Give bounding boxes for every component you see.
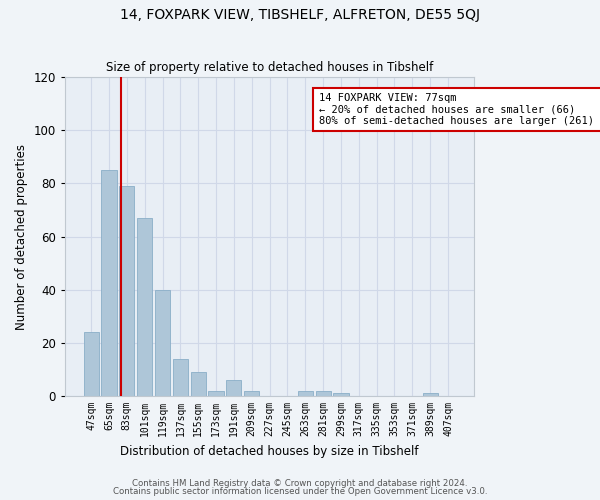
X-axis label: Distribution of detached houses by size in Tibshelf: Distribution of detached houses by size … [121,444,419,458]
Bar [83,332,99,396]
Text: Contains HM Land Registry data © Crown copyright and database right 2024.: Contains HM Land Registry data © Crown c… [132,478,468,488]
Text: Contains public sector information licensed under the Open Government Licence v3: Contains public sector information licen… [113,487,487,496]
Bar [173,359,188,396]
Bar [316,390,331,396]
Title: Size of property relative to detached houses in Tibshelf: Size of property relative to detached ho… [106,62,433,74]
Text: 14 FOXPARK VIEW: 77sqm
← 20% of detached houses are smaller (66)
80% of semi-det: 14 FOXPARK VIEW: 77sqm ← 20% of detached… [319,93,600,126]
Bar [334,394,349,396]
Bar [226,380,241,396]
Text: 14, FOXPARK VIEW, TIBSHELF, ALFRETON, DE55 5QJ: 14, FOXPARK VIEW, TIBSHELF, ALFRETON, DE… [120,8,480,22]
Bar [119,186,134,396]
Bar [422,394,438,396]
Bar [208,390,224,396]
Bar [298,390,313,396]
Bar [191,372,206,396]
Bar [101,170,116,396]
Y-axis label: Number of detached properties: Number of detached properties [15,144,28,330]
Bar [137,218,152,396]
Bar [155,290,170,396]
Bar [244,390,259,396]
